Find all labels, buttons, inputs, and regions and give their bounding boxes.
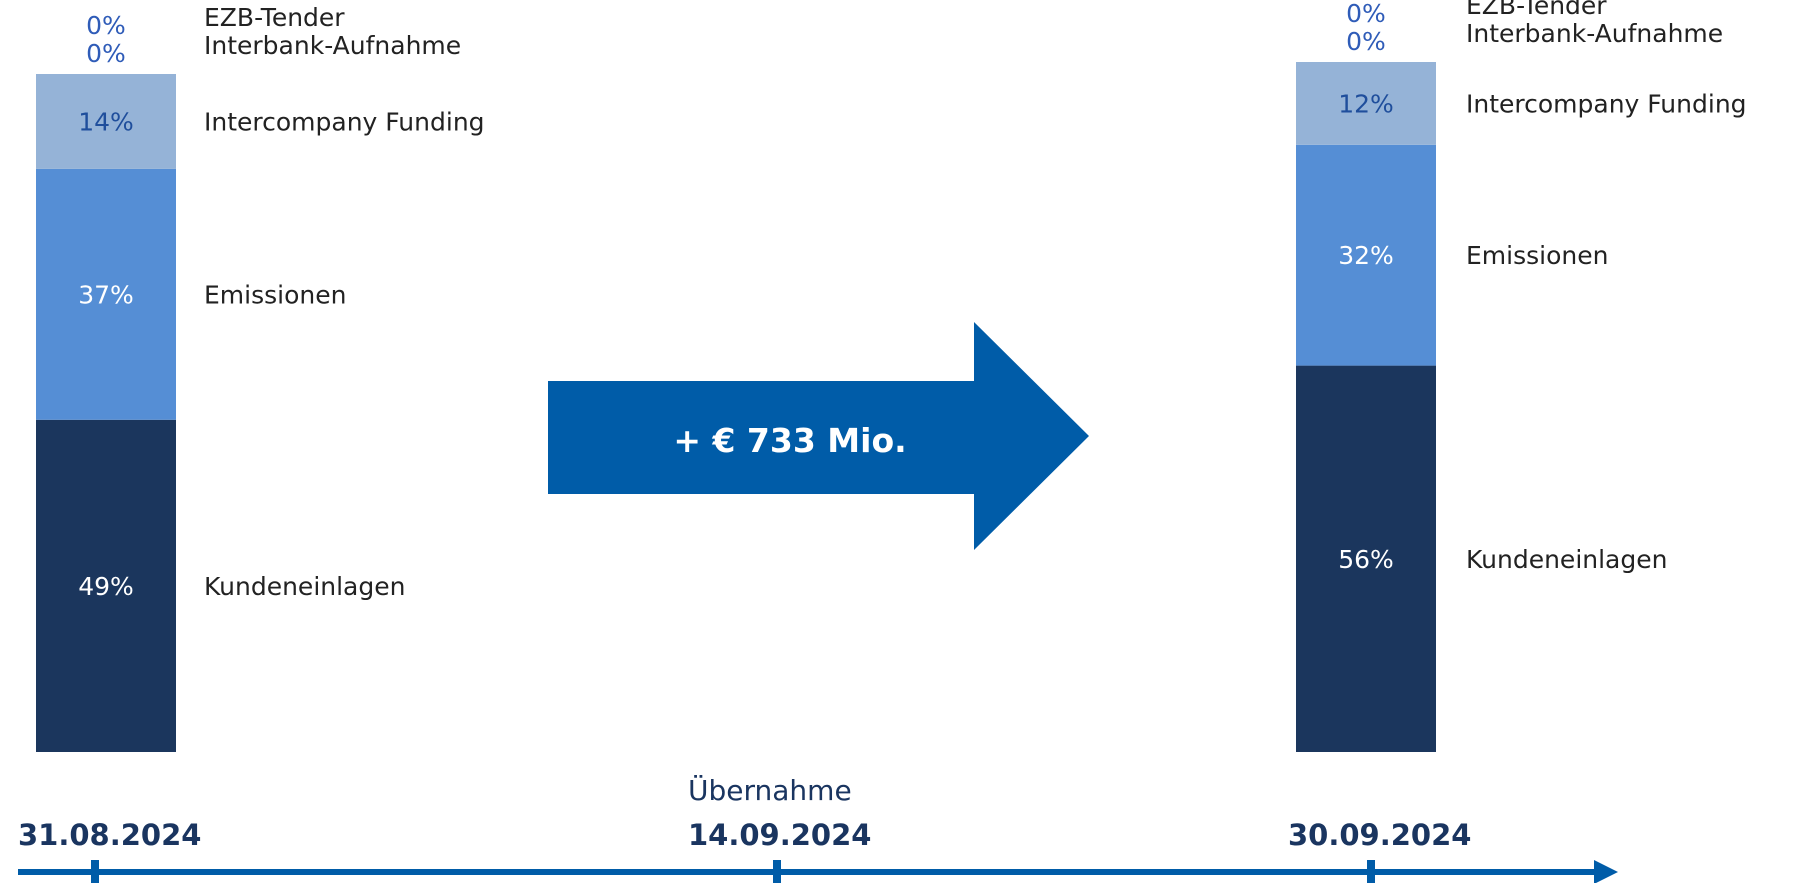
series-label: Interbank-Aufnahme xyxy=(204,31,461,60)
bar-segment-kundeneinlagen xyxy=(36,419,176,752)
bar-segment-emissionen xyxy=(36,168,176,420)
bar-value-label: 37% xyxy=(78,280,134,309)
series-label: EZB-Tender xyxy=(204,3,345,32)
bar-value-label: 12% xyxy=(1338,89,1394,118)
transition-arrow: + € 733 Mio. xyxy=(548,322,1089,550)
timeline-event-label: Übernahme xyxy=(688,773,852,807)
timeline-arrowhead xyxy=(1594,860,1618,883)
bar-value-label: 49% xyxy=(78,572,134,601)
bar-value-label: 0% xyxy=(1346,0,1386,28)
series-label: Intercompany Funding xyxy=(1466,89,1747,118)
bar-segment-intercompany-funding xyxy=(1296,62,1436,145)
bar-value-label: 14% xyxy=(78,107,134,136)
series-label: Emissionen xyxy=(1466,241,1608,270)
series-label: Kundeneinlagen xyxy=(204,572,405,601)
arrow-label: + € 733 Mio. xyxy=(673,421,906,460)
bar-value-label: 0% xyxy=(1346,27,1386,56)
bars-layer: 49% Kundeneinlagen 37% Emissionen 14% Interco… xyxy=(36,0,1747,752)
stacked-bar-2: 56% Kundeneinlagen 32% Emissionen 12% Interco… xyxy=(1296,0,1747,752)
timeline-date-start: 31.08.2024 xyxy=(18,818,201,852)
series-label: Kundeneinlagen xyxy=(1466,545,1667,574)
timeline: 31.08.2024 Übernahme 14.09.2024 30.09.20… xyxy=(18,773,1618,883)
timeline-date-acquisition: 14.09.2024 xyxy=(688,818,871,852)
arrow-shape xyxy=(548,322,1089,550)
bar-value-label: 0% xyxy=(86,39,126,68)
bar-segment-emissionen xyxy=(1296,144,1436,366)
series-label: EZB-Tender xyxy=(1466,0,1607,20)
series-label: Interbank-Aufnahme xyxy=(1466,19,1723,48)
bar-value-label: 32% xyxy=(1338,241,1394,270)
bar-segment-intercompany-funding xyxy=(36,74,176,169)
series-label: Intercompany Funding xyxy=(204,107,485,136)
timeline-date-end: 30.09.2024 xyxy=(1288,818,1471,852)
stacked-bar-1: 49% Kundeneinlagen 37% Emissionen 14% Interco… xyxy=(36,3,485,752)
bar-value-label: 56% xyxy=(1338,545,1394,574)
series-label: Emissionen xyxy=(204,280,346,309)
bar-segment-kundeneinlagen xyxy=(1296,365,1436,752)
bar-value-label: 0% xyxy=(86,11,126,40)
